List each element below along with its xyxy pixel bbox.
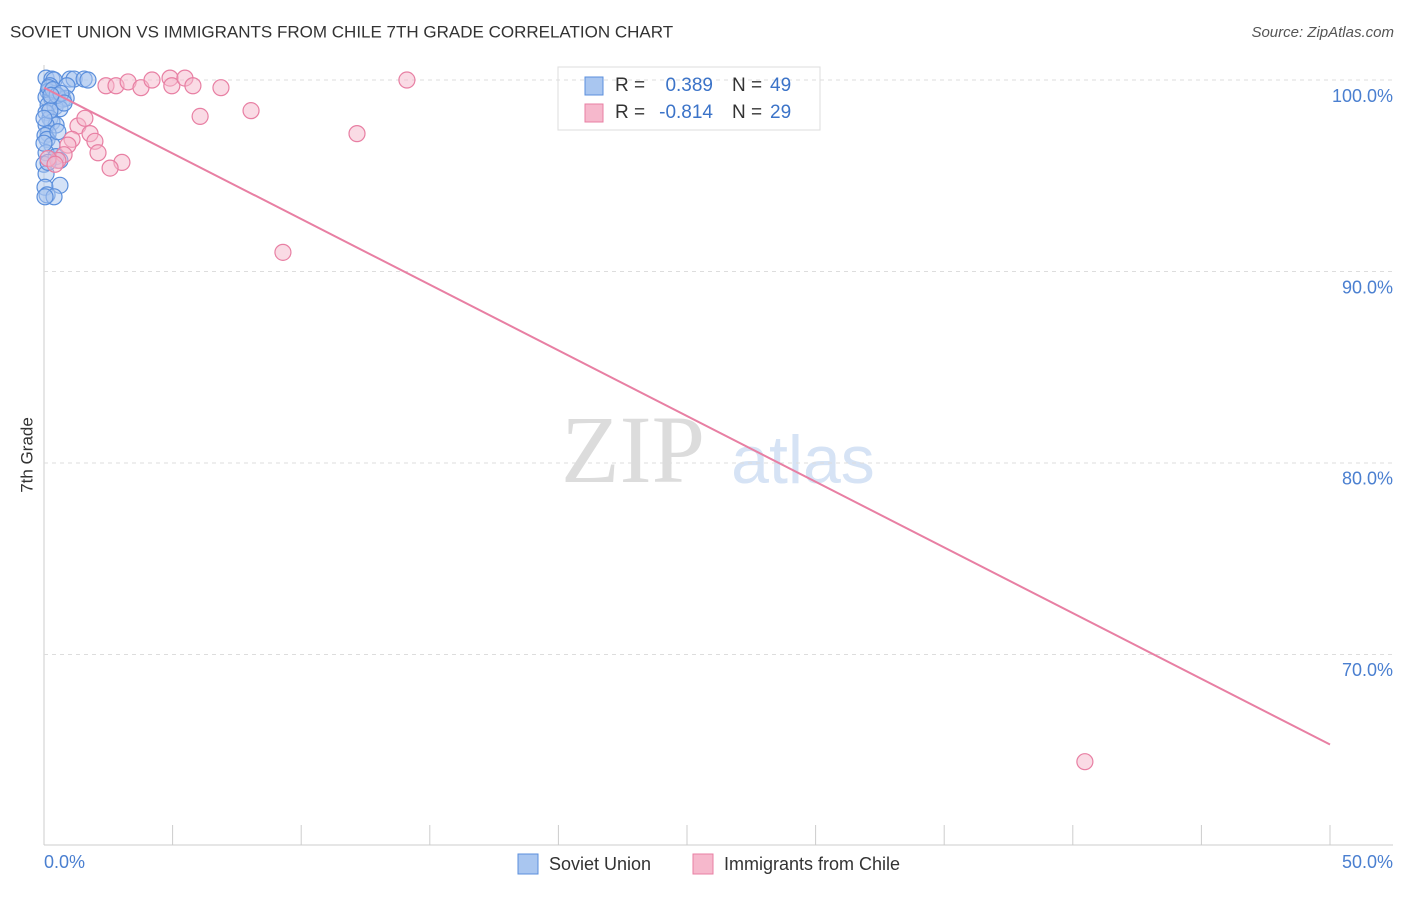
point (42, 86, 60, 104)
point (242, 102, 260, 120)
point (184, 77, 202, 95)
x-tick-label: 50.0% (1342, 852, 1393, 872)
legend-swatch (584, 76, 604, 96)
point (79, 71, 97, 89)
point (1076, 753, 1094, 771)
legend-swatch (584, 103, 604, 123)
point (212, 79, 230, 97)
y-tick-label: 80.0% (1342, 469, 1393, 489)
point (101, 159, 119, 177)
point (191, 107, 209, 126)
point (36, 188, 54, 206)
r-value: 0.389 (665, 75, 713, 96)
legend-label: Soviet Union (549, 854, 651, 874)
stat-label: N = (732, 75, 762, 96)
stat-label: R = (615, 75, 645, 96)
chart-title: SOVIET UNION VS IMMIGRANTS FROM CHILE 7T… (10, 22, 673, 41)
point (163, 77, 181, 95)
point (89, 144, 107, 162)
point (398, 71, 416, 89)
y-tick-label: 100.0% (1332, 86, 1393, 106)
y-axis-label: 7th Grade (17, 417, 36, 493)
point (49, 123, 67, 141)
point (274, 243, 292, 261)
y-tick-label: 70.0% (1342, 660, 1393, 680)
point (35, 109, 53, 127)
legend-swatch (517, 853, 539, 875)
n-value: 29 (770, 102, 791, 123)
point (46, 155, 64, 173)
r-value: -0.814 (659, 102, 713, 123)
point (143, 71, 161, 89)
legend-label: Immigrants from Chile (724, 854, 900, 874)
watermark: ZIP (561, 396, 705, 503)
y-tick-label: 90.0% (1342, 277, 1393, 297)
watermark: atlas (731, 422, 875, 498)
stat-label: R = (615, 102, 645, 123)
stat-label: N = (732, 102, 762, 123)
legend-swatch (692, 853, 714, 875)
source: Source: ZipAtlas.com (1251, 24, 1394, 41)
point (35, 134, 53, 152)
point (76, 109, 94, 127)
x-tick-label: 0.0% (44, 852, 85, 872)
trend-line (43, 86, 1331, 746)
n-value: 49 (770, 75, 791, 96)
point (348, 125, 366, 143)
